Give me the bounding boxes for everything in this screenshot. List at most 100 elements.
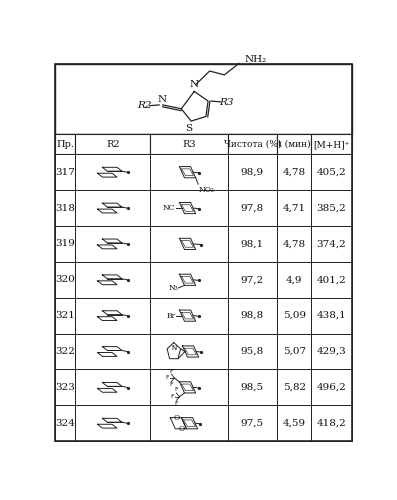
Bar [277,154,312,190]
Text: R3: R3 [182,140,196,149]
Text: Пр.: Пр. [56,140,74,149]
Bar [55,334,75,370]
Text: 321: 321 [55,311,75,320]
Bar [228,334,277,370]
Text: F: F [171,394,174,400]
Bar [312,370,352,406]
Bar [312,298,352,334]
Text: Br: Br [166,312,175,320]
Bar [312,190,352,226]
Text: 319: 319 [55,240,75,248]
Bar [277,298,312,334]
Text: S: S [185,124,192,134]
Text: 5,82: 5,82 [283,383,306,392]
Text: 323: 323 [55,383,75,392]
Text: R2: R2 [106,140,119,149]
Text: 4,59: 4,59 [283,418,306,428]
Bar [150,226,228,262]
Text: 98,1: 98,1 [241,240,264,248]
Bar [228,134,277,154]
Bar [55,262,75,298]
Text: F: F [169,382,173,388]
Text: R2: R2 [137,101,152,110]
Text: NH₂: NH₂ [245,55,267,64]
Bar [75,334,150,370]
Text: 318: 318 [55,204,75,212]
Bar [312,134,352,154]
Bar [228,370,277,406]
Bar [150,262,228,298]
Text: 95,8: 95,8 [241,347,264,356]
Text: Чистота (%): Чистота (%) [224,140,281,149]
Bar [55,64,352,134]
Bar [75,262,150,298]
Bar [150,190,228,226]
Bar [75,406,150,441]
Bar [312,154,352,190]
Text: 374,2: 374,2 [317,240,347,248]
Text: F: F [174,401,178,406]
Text: 97,5: 97,5 [241,418,264,428]
Bar [55,406,75,441]
Text: 98,9: 98,9 [241,168,264,176]
Bar [312,262,352,298]
Text: 324: 324 [55,418,75,428]
Text: 4,71: 4,71 [283,204,306,212]
Text: O: O [179,425,185,433]
Text: NC: NC [163,204,175,212]
Bar [75,370,150,406]
Text: 5,09: 5,09 [283,311,306,320]
Bar [312,226,352,262]
Text: 320: 320 [55,276,75,284]
Text: N: N [190,80,199,89]
Bar [312,406,352,441]
Bar [277,226,312,262]
Bar [55,190,75,226]
Bar [228,226,277,262]
Bar [228,262,277,298]
Bar [75,190,150,226]
Text: F: F [169,368,173,374]
Text: t (мин): t (мин) [278,140,310,149]
Bar [55,370,75,406]
Bar [150,298,228,334]
Text: 5,07: 5,07 [283,347,306,356]
Text: 4,78: 4,78 [283,168,306,176]
Bar [150,154,228,190]
Bar [150,334,228,370]
Text: F: F [174,388,178,392]
Bar [75,298,150,334]
Bar [55,226,75,262]
Bar [75,154,150,190]
Bar [228,190,277,226]
Bar [277,190,312,226]
Text: NO₂: NO₂ [198,186,214,194]
Bar [150,134,228,154]
Bar [277,370,312,406]
Bar [312,334,352,370]
Bar [277,406,312,441]
Text: F: F [166,376,169,380]
Bar [277,334,312,370]
Text: 317: 317 [55,168,75,176]
Bar [55,134,75,154]
Text: 4,78: 4,78 [283,240,306,248]
Bar [75,226,150,262]
Text: 97,2: 97,2 [241,276,264,284]
Text: 401,2: 401,2 [317,276,347,284]
Text: 4,9: 4,9 [286,276,303,284]
Bar [228,406,277,441]
Bar [55,154,75,190]
Text: 496,2: 496,2 [317,383,347,392]
Text: 429,3: 429,3 [317,347,347,356]
Bar [228,154,277,190]
Text: N: N [158,94,167,104]
Text: R3: R3 [219,98,234,108]
Text: 405,2: 405,2 [317,168,347,176]
Text: 97,8: 97,8 [241,204,264,212]
Text: N: N [171,346,176,352]
Text: 322: 322 [55,347,75,356]
Text: O: O [174,414,180,422]
Bar [150,370,228,406]
Bar [150,406,228,441]
